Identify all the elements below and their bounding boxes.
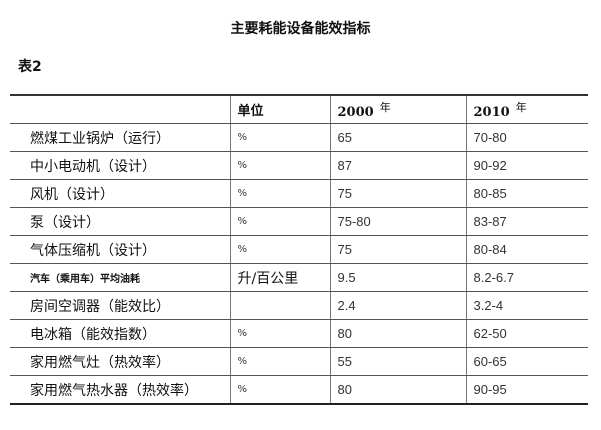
row-2000: 80 (329, 375, 466, 405)
row-2010: 90-95 (465, 375, 588, 405)
row-2010: 8.2-6.7 (465, 263, 588, 292)
row-name: 气体压缩机（设计） (10, 235, 230, 264)
row-name: 泵（设计） (10, 207, 230, 236)
row-2000: 80 (329, 319, 466, 348)
table-row: 风机（设计）% 75 80-85 (10, 179, 588, 208)
row-unit (229, 291, 330, 320)
row-2010: 62-50 (465, 319, 588, 348)
table-row: 中小电动机（设计）% 87 90-92 (10, 151, 588, 180)
row-2000: 55 (329, 347, 466, 376)
table-label: 表2 (18, 59, 42, 75)
table-row: 家用燃气灶（热效率）% 55 60-65 (10, 347, 588, 376)
row-2000: 2.4 (329, 291, 466, 320)
table-row: 汽车（乘用车）平均油耗 升/百公里 9.5 8.2-6.7 (10, 263, 588, 292)
row-name: 中小电动机（设计） (10, 151, 230, 180)
header-unit: 单位 (229, 94, 330, 124)
row-name: 风机（设计） (10, 179, 230, 208)
header-name (10, 94, 230, 124)
header-2010: 2010 年 (465, 94, 588, 124)
header-2000-year: 2000 (337, 105, 374, 120)
row-name: 家用燃气热水器（热效率） (10, 375, 230, 405)
header-2000: 2000 年 (329, 94, 466, 124)
table-row: 家用燃气热水器（热效率）% 80 90-95 (10, 375, 588, 405)
header-2000-suffix: 年 (379, 101, 391, 114)
table-row: 电冰箱（能效指数）% 80 62-50 (10, 319, 588, 348)
row-2000: 75-80 (329, 207, 466, 236)
table-row: 泵（设计）% 75-80 83-87 (10, 207, 588, 236)
row-unit: % (229, 319, 330, 348)
row-2010: 60-65 (465, 347, 588, 376)
row-unit: % (229, 151, 330, 180)
row-2010: 80-84 (465, 235, 588, 264)
row-unit: % (229, 347, 330, 376)
table-row: 房间空调器（能效比） 2.4 3.2-4 (10, 291, 588, 320)
row-2000: 9.5 (329, 263, 466, 292)
row-unit: % (229, 375, 330, 405)
header-2010-year: 2010 (473, 105, 510, 120)
table-row: 气体压缩机（设计）% 75 80-84 (10, 235, 588, 264)
row-name: 电冰箱（能效指数） (10, 319, 230, 348)
row-unit: 升/百公里 (229, 263, 330, 292)
row-2010: 80-85 (465, 179, 588, 208)
row-2000: 87 (329, 151, 466, 180)
row-2010: 83-87 (465, 207, 588, 236)
row-unit: % (229, 235, 330, 264)
row-name: 燃煤工业锅炉（运行） (10, 123, 230, 152)
row-name: 汽车（乘用车）平均油耗 (10, 263, 230, 292)
row-unit: % (229, 123, 330, 152)
row-2010: 70-80 (465, 123, 588, 152)
row-2010: 90-92 (465, 151, 588, 180)
row-2000: 65 (329, 123, 466, 152)
table-header-row: 单位 2000 年 2010 年 (10, 94, 588, 124)
efficiency-table: 单位 2000 年 2010 年 燃煤工业锅炉（运行）% 65 70-80 中小电动机（设… (10, 94, 588, 405)
row-2000: 75 (329, 179, 466, 208)
row-name: 家用燃气灶（热效率） (10, 347, 230, 376)
row-unit: % (229, 207, 330, 236)
row-2010: 3.2-4 (465, 291, 588, 320)
page-title: 主要耗能设备能效指标 (230, 21, 371, 37)
row-name: 房间空调器（能效比） (10, 291, 230, 320)
table-row: 燃煤工业锅炉（运行）% 65 70-80 (10, 123, 588, 152)
row-unit: % (229, 179, 330, 208)
row-2000: 75 (329, 235, 466, 264)
header-2010-suffix: 年 (515, 101, 527, 114)
